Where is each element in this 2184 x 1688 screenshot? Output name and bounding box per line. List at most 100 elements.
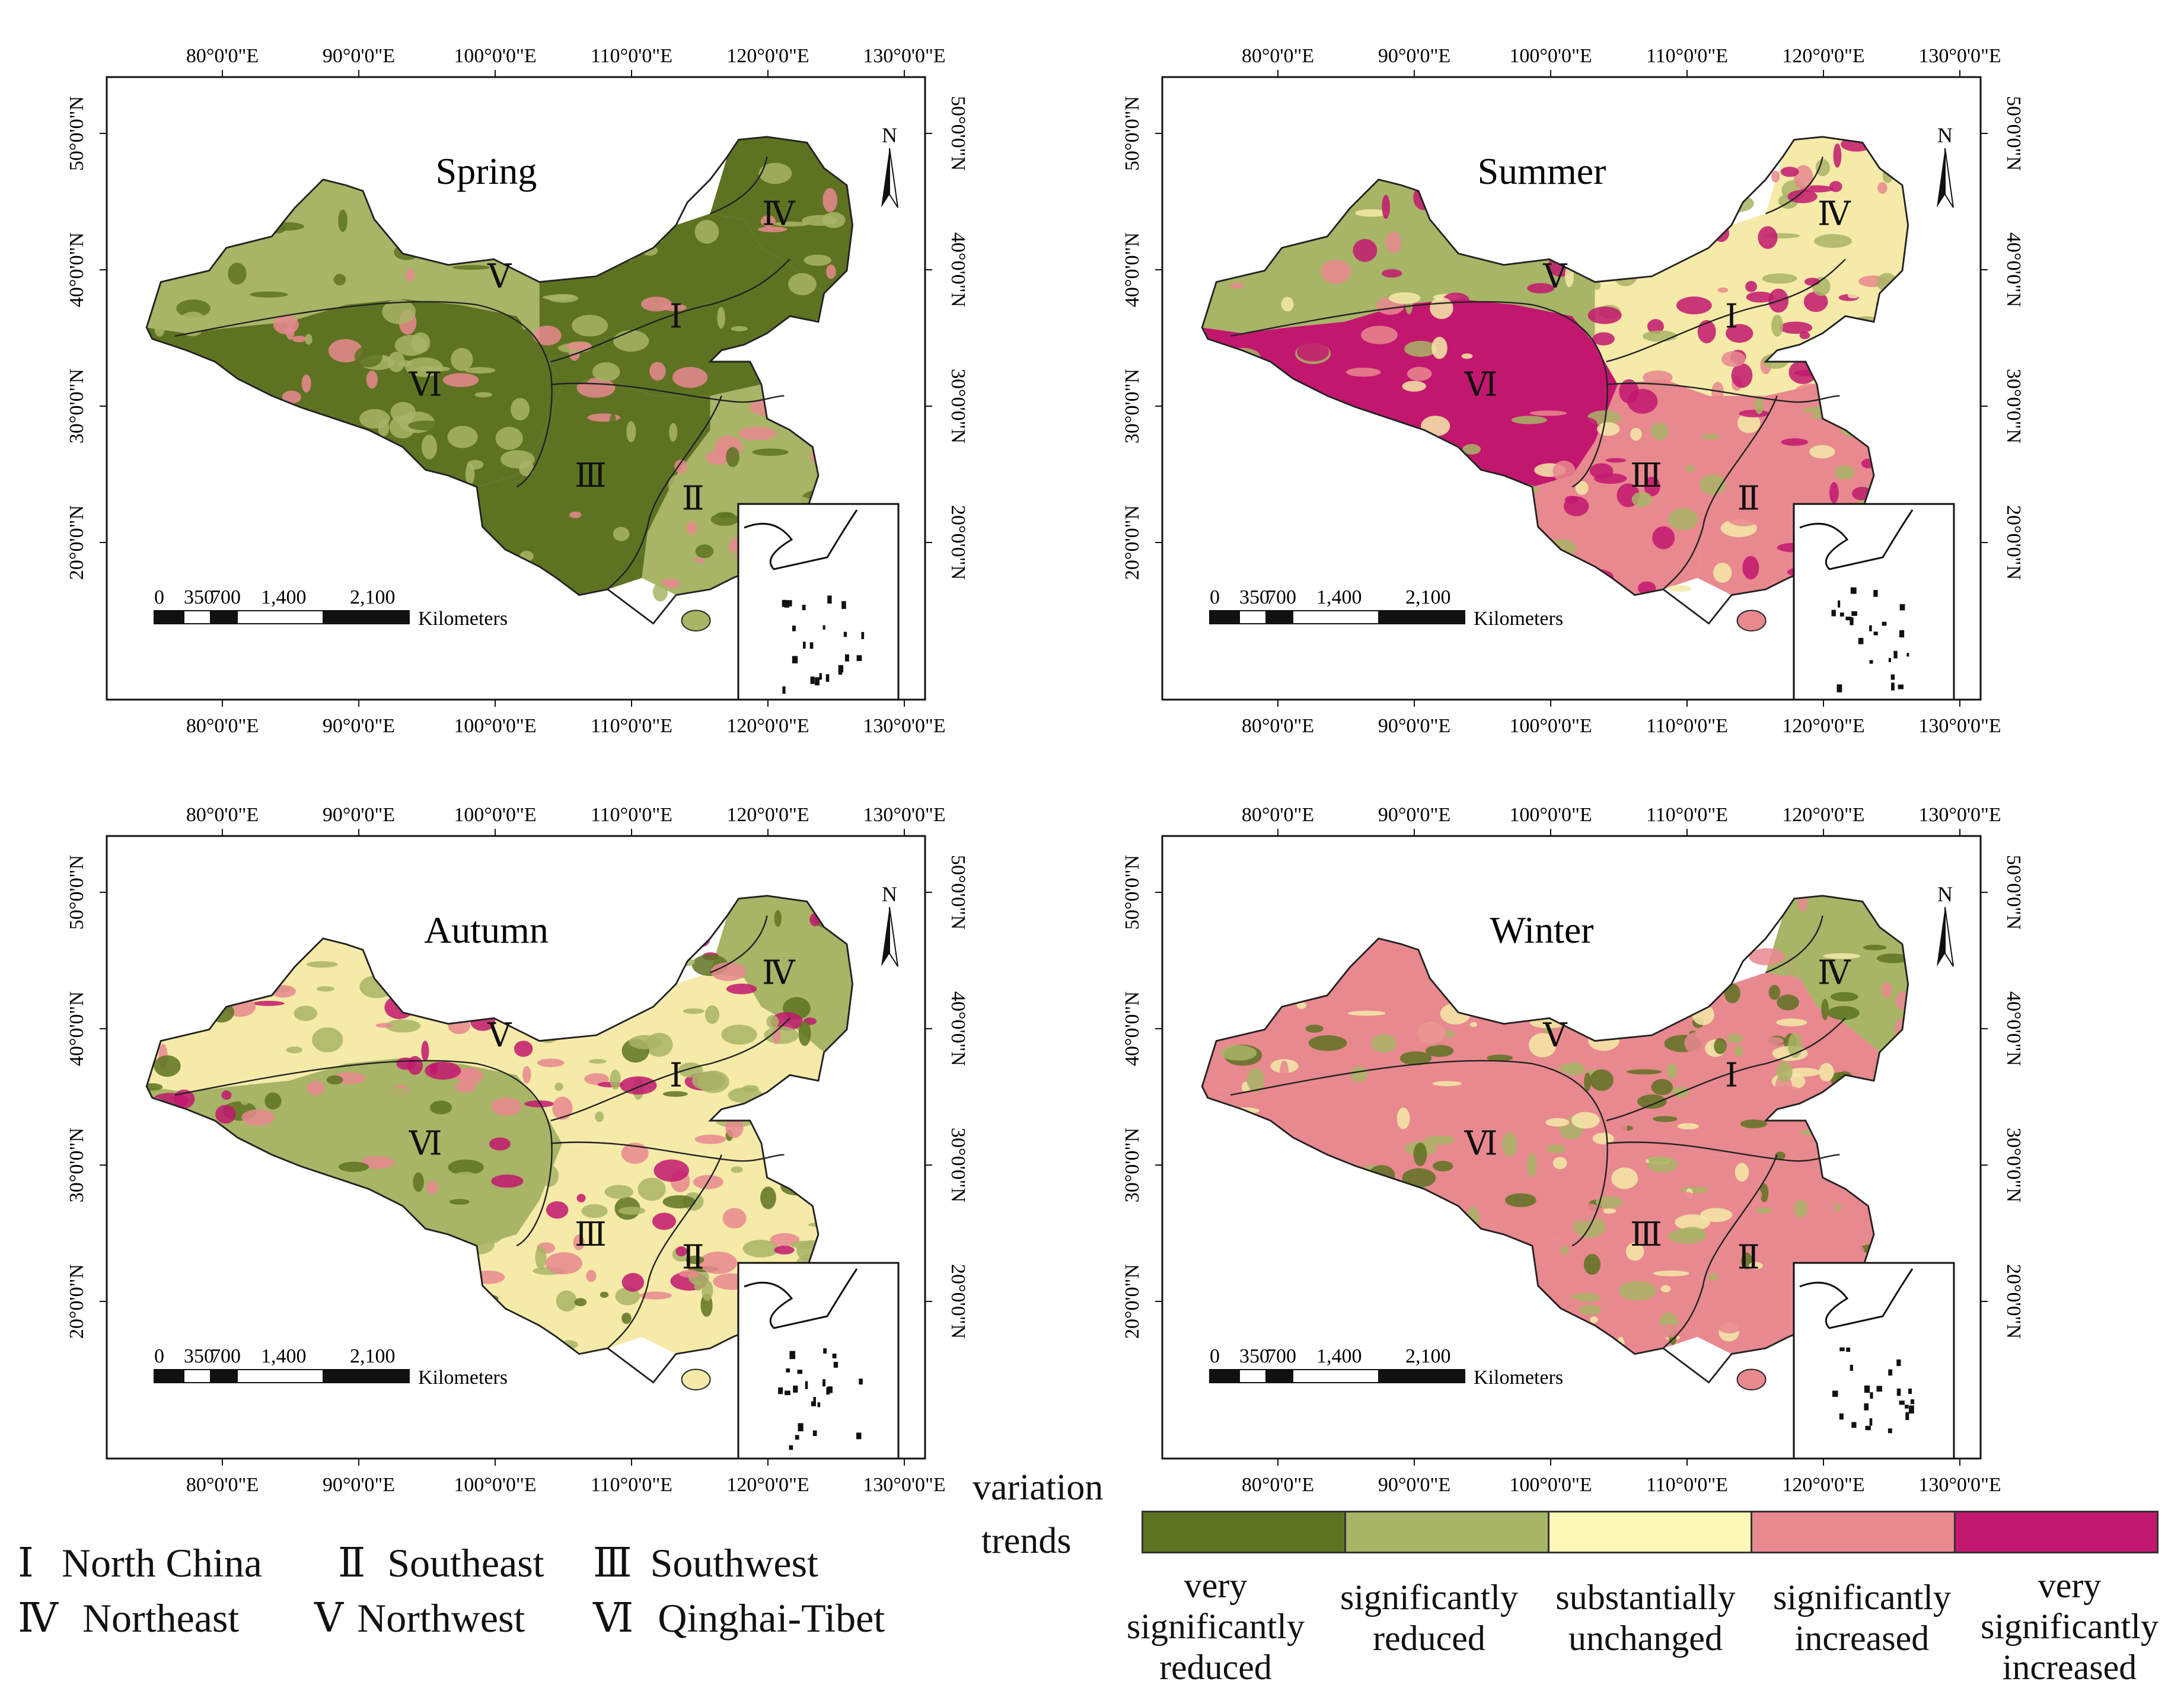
latitude-label-right: 40°0'0"N — [947, 232, 969, 307]
trend-patch — [1726, 1033, 1743, 1044]
trend-patch — [686, 1255, 704, 1265]
trend-patch — [1540, 513, 1574, 522]
trend-patch — [546, 1201, 569, 1219]
trend-patch — [1281, 296, 1294, 312]
trend-patch — [421, 435, 438, 460]
region-numeral: Ⅲ — [593, 1540, 632, 1585]
trend-patch — [1702, 1066, 1726, 1089]
svg-text:0: 0 — [154, 586, 164, 608]
trend-patch — [693, 494, 703, 508]
longitude-label-bottom: 130°0'0"E — [863, 1474, 945, 1496]
trend-patch — [1527, 387, 1563, 406]
latitude-label-right: 30°0'0"N — [2003, 1128, 2024, 1202]
trend-patch — [610, 1069, 621, 1090]
south-china-sea-inset — [737, 503, 900, 701]
trend-patch — [1726, 324, 1753, 343]
trend-patch — [1681, 269, 1720, 291]
trend-patch — [1552, 1157, 1567, 1169]
latitude-label-left: 50°0'0"N — [66, 855, 88, 930]
trend-patch — [442, 373, 479, 387]
trend-patch — [1347, 1010, 1386, 1016]
trend-patch — [267, 1140, 303, 1147]
longitude-label-bottom: 110°0'0"E — [1646, 1474, 1728, 1496]
longitude-label-top: 100°0'0"E — [454, 45, 536, 67]
longitude-label-top: 110°0'0"E — [591, 45, 672, 67]
trend-patch — [1579, 1305, 1601, 1315]
longitude-label-top: 110°0'0"E — [591, 804, 672, 826]
trend-patch — [1826, 1240, 1864, 1262]
trend-patch — [292, 336, 307, 343]
region-boundary — [1765, 915, 1823, 974]
trend-patch — [651, 268, 675, 280]
legend-color-bar — [1142, 1511, 2159, 1553]
trend-patch — [1776, 1061, 1793, 1083]
trend-patch — [1385, 231, 1402, 254]
trend-patch — [1583, 1253, 1601, 1275]
trend-patch — [1731, 363, 1753, 388]
trend-patch — [1823, 953, 1861, 959]
trend-patch — [1767, 416, 1796, 430]
trend-patch — [1653, 1116, 1678, 1122]
trend-patch — [1772, 519, 1799, 534]
region-numeral-label: Ⅰ — [1725, 298, 1738, 335]
longitude-label-bottom: 130°0'0"E — [1918, 1474, 2001, 1496]
region-numeral-label: Ⅱ — [1737, 1240, 1760, 1277]
trend-patch — [574, 1298, 587, 1307]
trend-patch — [725, 234, 763, 241]
legend-label-very-increased: very significantly increased — [1981, 1566, 2159, 1687]
trend-patch — [757, 226, 787, 232]
svg-text:2,100: 2,100 — [1405, 586, 1451, 608]
trend-patch — [653, 1159, 690, 1182]
scale-bar-unit: Kilometers — [418, 608, 508, 630]
trend-patch — [1519, 1058, 1556, 1066]
longitude-label-top: 120°0'0"E — [726, 45, 809, 67]
trend-patch — [314, 1154, 347, 1164]
trend-patch — [1677, 1123, 1700, 1130]
region-numeral-label: Ⅲ — [1630, 458, 1662, 494]
trend-patch — [1779, 321, 1813, 334]
trend-patch — [637, 1178, 666, 1201]
trend-patch — [662, 1195, 696, 1209]
trend-patch — [1308, 1035, 1347, 1051]
trend-patch — [721, 1025, 757, 1045]
trend-patch — [1715, 301, 1738, 322]
trend-patch — [241, 1109, 275, 1126]
trend-patch — [451, 347, 473, 371]
trend-patch — [1397, 1108, 1410, 1129]
trend-patch — [1456, 368, 1476, 380]
trend-patch — [447, 426, 478, 448]
svg-text:N: N — [1937, 123, 1953, 147]
trend-patch — [694, 1281, 703, 1291]
trend-patch — [463, 1210, 482, 1231]
trend-patch — [1675, 1214, 1711, 1231]
latitude-label-right: 20°0'0"N — [947, 1264, 969, 1339]
trend-patch — [1721, 351, 1746, 367]
trend-patch — [1402, 381, 1426, 392]
south-china-sea-inset — [1793, 503, 1955, 701]
trend-patch — [1353, 239, 1378, 262]
region-area — [539, 972, 824, 1155]
region-boundary — [607, 395, 722, 590]
hainan-island — [1736, 1368, 1767, 1391]
scale-bar-unit: Kilometers — [1474, 1367, 1563, 1389]
region-boundary — [1606, 382, 1840, 403]
latitude-label-left: 50°0'0"N — [66, 96, 88, 171]
longitude-label-bottom: 100°0'0"E — [1509, 715, 1592, 737]
trend-patch — [333, 273, 346, 286]
trend-patch — [1545, 1118, 1570, 1127]
latitude-label-right: 50°0'0"N — [2003, 96, 2024, 171]
trend-patch — [1388, 292, 1421, 304]
trend-patch — [1361, 326, 1398, 344]
trend-patch — [1381, 410, 1416, 419]
trend-patch — [1829, 482, 1839, 503]
region-boundary — [550, 1017, 790, 1122]
trend-patch — [1407, 366, 1432, 381]
trend-patch — [1634, 1302, 1668, 1314]
region-boundary — [550, 1141, 785, 1162]
trend-patch — [1555, 1026, 1569, 1036]
trend-patch — [181, 311, 204, 323]
season-title: Spring — [436, 150, 537, 192]
trend-patch — [554, 1082, 563, 1091]
trend-patch — [519, 460, 534, 477]
